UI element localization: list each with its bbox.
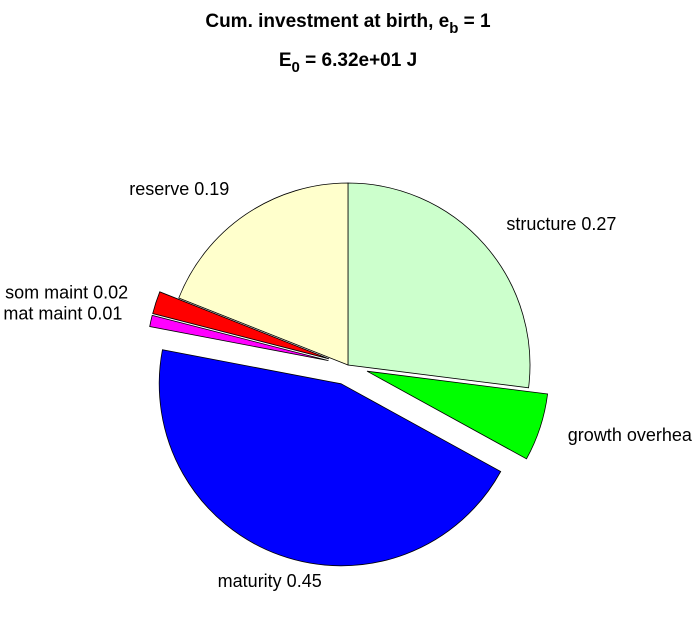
subtitle-text: E xyxy=(279,50,292,71)
pie-slice xyxy=(158,349,502,567)
slice-label: reserve 0.19 xyxy=(129,179,229,199)
pie-slice xyxy=(347,182,531,389)
title-sub: b xyxy=(449,20,458,37)
slice-label: mat maint 0.01 xyxy=(3,303,122,323)
subtitle-after: = 6.32e+01 J xyxy=(300,50,417,71)
subtitle-sub: 0 xyxy=(292,59,300,76)
pie-slice xyxy=(178,182,349,366)
title-after: = 1 xyxy=(458,11,491,32)
pie-slice xyxy=(366,370,549,460)
title-text: Cum. investment at birth, e xyxy=(205,11,449,32)
chart-subtitle: E0 = 6.32e+01 J xyxy=(279,50,417,76)
chart-title: Cum. investment at birth, eb = 1 xyxy=(205,11,491,37)
slice-label: maturity 0.45 xyxy=(218,571,322,591)
slice-label: growth overhea xyxy=(568,425,693,445)
pie-slice xyxy=(149,314,329,362)
slice-label: som maint 0.02 xyxy=(5,282,128,302)
pie-slice xyxy=(152,291,330,360)
slice-label: structure 0.27 xyxy=(506,214,616,234)
